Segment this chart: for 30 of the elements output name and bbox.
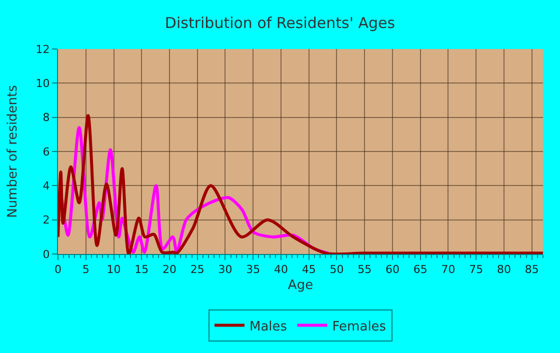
x-tick-label: 30 [218, 263, 232, 276]
x-tick-label: 40 [274, 263, 288, 276]
x-tick-label: 85 [524, 263, 539, 276]
x-tick-label: 50 [330, 263, 344, 276]
x-tick-label: 45 [302, 263, 316, 276]
x-tick-label: 35 [246, 263, 260, 276]
x-tick-label: 5 [82, 263, 90, 276]
x-tick-label: 75 [469, 263, 484, 276]
x-tick-label: 10 [106, 263, 121, 276]
x-tick-label: 15 [134, 263, 149, 276]
legend-label: Males [250, 319, 288, 334]
y-tick-label: 10 [36, 77, 50, 90]
x-tick-label: 20 [162, 263, 176, 276]
x-tick-label: 80 [496, 263, 511, 276]
x-tick-label: 25 [190, 263, 204, 276]
x-tick-label: 70 [441, 263, 456, 276]
y-axis-title: Number of residents [6, 84, 21, 218]
x-tick-label: 0 [54, 263, 62, 276]
chart-title: Distribution of Residents' Ages [164, 14, 396, 32]
legend-label: Females [332, 319, 386, 334]
y-tick-label: 0 [42, 248, 50, 261]
x-tick-label: 55 [358, 263, 372, 276]
x-tick-label: 65 [413, 263, 428, 276]
y-tick-label: 12 [36, 42, 50, 56]
y-tick-label: 4 [42, 180, 50, 193]
x-axis-title: Age [288, 278, 314, 293]
x-tick-label: 60 [385, 263, 400, 276]
y-tick-label: 8 [42, 111, 50, 124]
y-tick-label: 2 [42, 214, 50, 227]
y-tick-label: 6 [42, 145, 50, 158]
